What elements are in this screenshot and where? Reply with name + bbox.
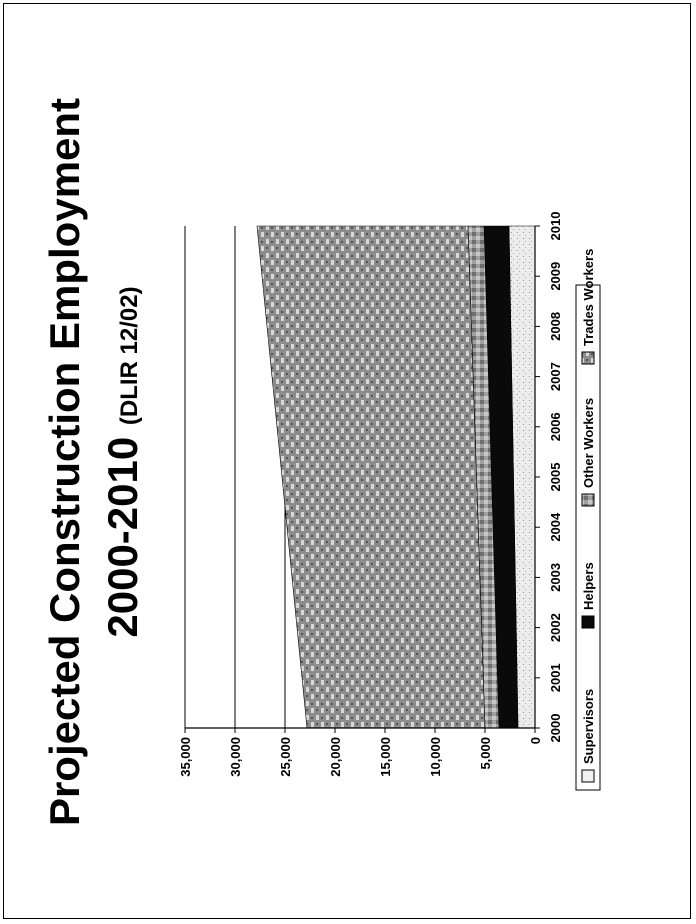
series-areas [256, 225, 536, 729]
y-tick-label-5: 25,000 [278, 737, 293, 777]
x-tick-label-9: 2009 [548, 262, 563, 291]
legend: Supervisors Helpers Other Workers Trades Wo… [575, 249, 601, 791]
legend-swatch-other-workers [581, 493, 595, 507]
x-tick-label-4: 2004 [548, 512, 563, 542]
x-tick-label-2: 2002 [548, 613, 563, 642]
x-tick-label-3: 2003 [548, 563, 563, 592]
legend-swatch-supervisors [581, 769, 595, 783]
x-tick-label-1: 2001 [548, 663, 563, 692]
x-tick-label-6: 2006 [548, 412, 563, 441]
y-tick-label-6: 30,000 [228, 737, 243, 777]
x-tick-label-0: 2000 [548, 714, 563, 743]
y-tick-label-4: 20,000 [328, 737, 343, 777]
y-tick-label-1: 5,000 [478, 737, 493, 770]
legend-label-other-workers: Other Workers [581, 398, 596, 488]
y-axis-ticks: 0 5,000 10,000 15,000 20,000 25,000 30,000 35,0… [178, 728, 543, 777]
legend-swatch-helpers [581, 615, 595, 629]
legend-label-supervisors: Supervisors [581, 689, 596, 764]
x-tick-label-8: 2008 [548, 312, 563, 341]
y-tick-label-0: 0 [528, 737, 543, 744]
y-tick-label-2: 10,000 [428, 737, 443, 777]
series-area-trades-workers [256, 225, 486, 729]
x-axis-ticks: 2000 2001 2002 2003 2004 2005 2006 2007 2008 2009… [535, 212, 563, 743]
page-border [3, 3, 691, 919]
legend-box [575, 284, 601, 791]
legend-label-helpers: Helpers [581, 562, 596, 610]
y-tick-label-7: 35,000 [178, 737, 193, 777]
x-tick-label-7: 2007 [548, 362, 563, 391]
legend-label-trades-workers: Trades Workers [581, 249, 596, 346]
x-tick-label-10: 2010 [548, 212, 563, 241]
y-tick-label-3: 15,000 [378, 737, 393, 777]
x-tick-label-5: 2005 [548, 463, 563, 492]
legend-swatch-trades-workers [581, 351, 595, 365]
